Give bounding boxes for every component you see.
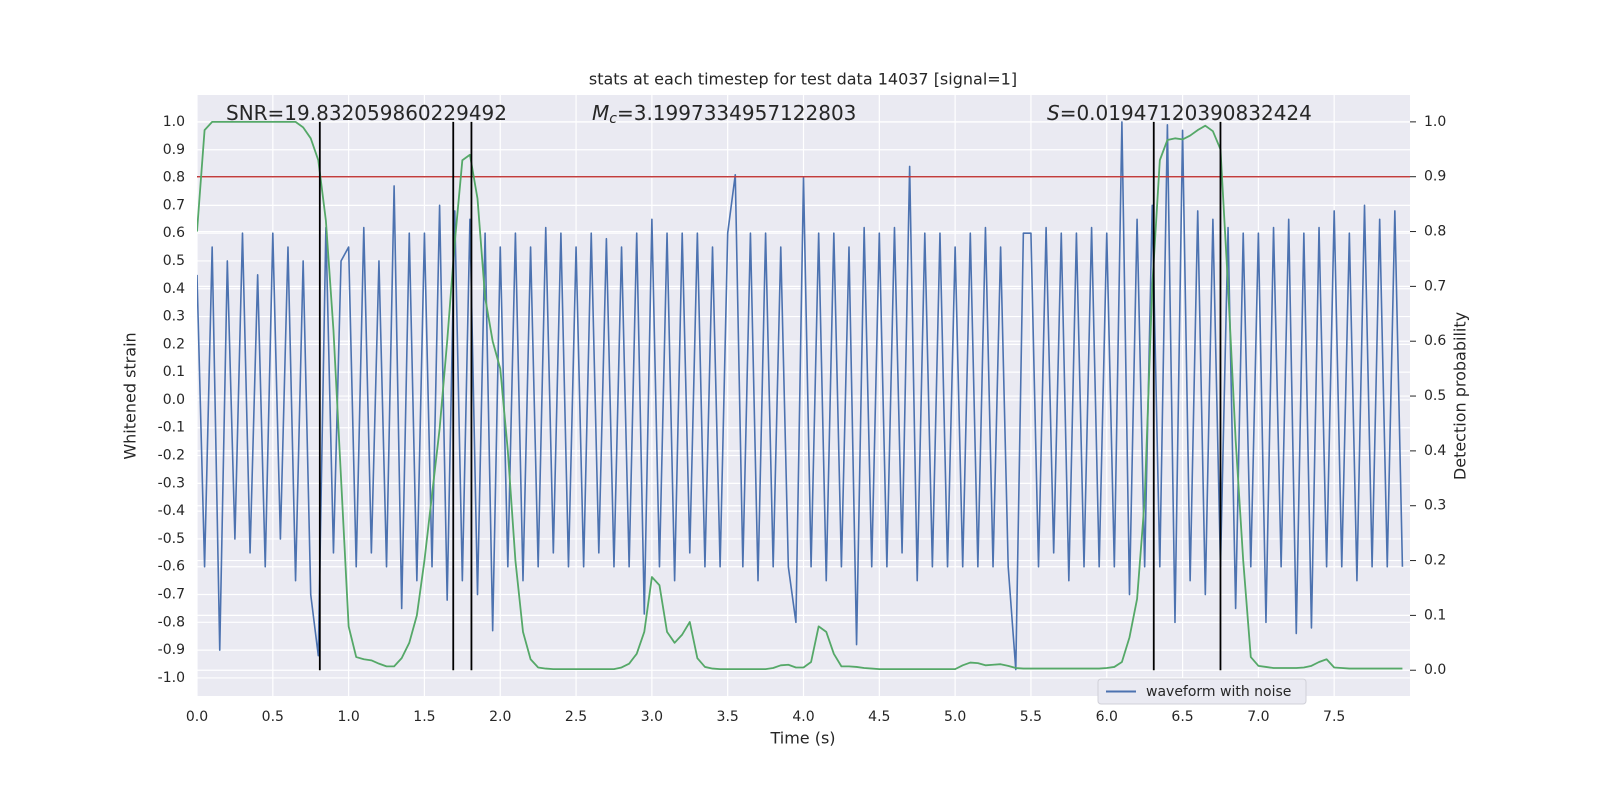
x-tick-label: 4.5 xyxy=(868,709,890,725)
annotation: Mc=3.1997334957122803 xyxy=(592,101,856,128)
annotation: SNR=19.832059860229492 xyxy=(226,101,507,125)
y-tick-label: -0.1 xyxy=(158,420,185,436)
plot-layer xyxy=(197,120,1410,671)
annotation-symbol: S xyxy=(1047,101,1060,125)
y-tick-label: -0.7 xyxy=(158,587,185,603)
waveform-line xyxy=(197,121,1404,671)
x-tick-label: 1.0 xyxy=(337,709,359,725)
legend-box xyxy=(1097,678,1307,705)
legend-label: waveform with noise xyxy=(1146,684,1291,700)
y2-tick-label: 0.4 xyxy=(1424,443,1446,459)
y-tick-label: -0.8 xyxy=(158,614,185,630)
x-tick-label: 0.5 xyxy=(262,709,284,725)
x-tick-label: 5.0 xyxy=(944,709,966,725)
annotation: S=0.01947120390832424 xyxy=(1047,101,1312,125)
y-tick-label: 0.8 xyxy=(163,170,185,186)
y2-tick-label: 0.2 xyxy=(1424,553,1446,569)
x-tick-label: 3.0 xyxy=(641,709,663,725)
annotation-text: =3.1997334957122803 xyxy=(617,101,856,125)
chart-title: stats at each timestep for test data 140… xyxy=(589,70,1017,89)
x-tick-label: 7.5 xyxy=(1323,709,1345,725)
y-tick-label: -0.5 xyxy=(158,531,185,547)
x-tick-label: 1.5 xyxy=(413,709,435,725)
y2-tick-label: 0.5 xyxy=(1424,388,1446,404)
x-tick-label: 4.0 xyxy=(792,709,814,725)
x-axis-label: Time (s) xyxy=(769,729,835,748)
x-tick-label: 7.0 xyxy=(1247,709,1269,725)
y-tick-label: 0.4 xyxy=(163,281,185,297)
y-tick-label: 0.6 xyxy=(163,225,185,241)
y2-tick-label: 0.8 xyxy=(1424,224,1446,240)
x-tick-label: 3.5 xyxy=(717,709,739,725)
y-axis-label: Whitened strain xyxy=(121,332,140,459)
y2-tick-label: 1.0 xyxy=(1424,114,1446,130)
y-tick-label: 0.5 xyxy=(163,253,185,269)
y-tick-label: -0.3 xyxy=(158,475,185,491)
y2-tick-label: 0.7 xyxy=(1424,278,1446,294)
y-tick-label: 0.0 xyxy=(163,392,185,408)
y-tick-label: -0.9 xyxy=(158,642,185,658)
y2-tick-label: 0.0 xyxy=(1424,662,1446,678)
probability-line xyxy=(197,120,1403,671)
x-tick-label: 5.5 xyxy=(1020,709,1042,725)
y-tick-label: 1.0 xyxy=(163,114,185,130)
y-tick-label: 0.3 xyxy=(163,309,185,325)
y-tick-label: 0.9 xyxy=(163,142,185,158)
annotation-text: =0.01947120390832424 xyxy=(1060,101,1312,125)
y-tick-label: -1.0 xyxy=(158,670,185,686)
x-tick-label: 2.0 xyxy=(489,709,511,725)
x-tick-label: 2.5 xyxy=(565,709,587,725)
x-tick-label: 0.0 xyxy=(186,709,208,725)
y2-tick-label: 0.1 xyxy=(1424,607,1446,623)
y2-tick-label: 0.3 xyxy=(1424,498,1446,514)
annotation-symbol: M xyxy=(592,101,609,125)
y2-tick-label: 0.9 xyxy=(1424,169,1446,185)
annotation-subscript: c xyxy=(609,111,617,127)
y-tick-label: 0.1 xyxy=(163,364,185,380)
annotation-text: SNR=19.832059860229492 xyxy=(226,101,507,125)
y-tick-label: 0.7 xyxy=(163,197,185,213)
x-tick-label: 6.0 xyxy=(1096,709,1118,725)
y2-tick-label: 0.6 xyxy=(1424,333,1446,349)
x-tick-label: 6.5 xyxy=(1171,709,1193,725)
y-tick-label: 0.2 xyxy=(163,336,185,352)
y-tick-label: -0.2 xyxy=(158,448,185,464)
y2-axis-label: Detection probability xyxy=(1451,312,1470,480)
y-tick-label: -0.6 xyxy=(158,559,185,575)
y-tick-label: -0.4 xyxy=(158,503,185,519)
